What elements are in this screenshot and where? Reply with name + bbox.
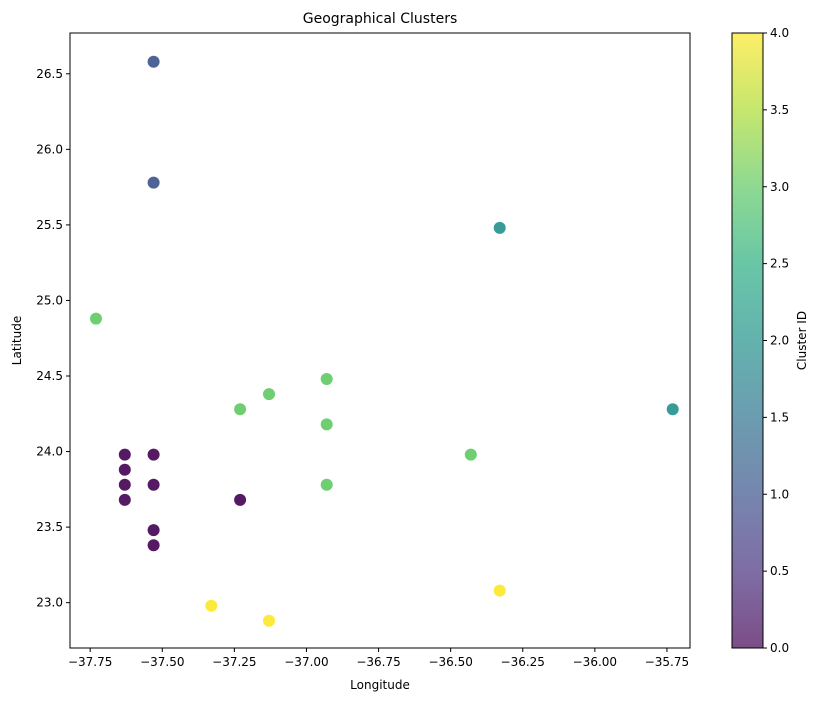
scatter-point: [147, 448, 160, 461]
colorbar-tick-label: 2.5: [770, 257, 789, 271]
colorbar-tick-label: 1.0: [770, 487, 789, 501]
chart-title: Geographical Clusters: [303, 11, 458, 27]
scatter-point: [464, 448, 477, 461]
x-tick-label: −37.50: [140, 655, 184, 669]
scatter-point: [205, 599, 218, 612]
scatter-point: [493, 221, 506, 234]
scatter-point: [118, 463, 131, 476]
y-tick-label: 25.5: [36, 218, 63, 232]
colorbar-tick-label: 2.0: [770, 334, 789, 348]
x-tick-label: −37.00: [284, 655, 328, 669]
x-axis: −37.75 −37.50 −37.25 −37.00 −36.75 −36.50 −36.…: [68, 648, 689, 669]
colorbar-tick-label: 3.5: [770, 103, 789, 117]
scatter-point: [147, 478, 160, 491]
points-layer: [90, 55, 679, 627]
y-axis-title: Latitude: [10, 316, 24, 365]
colorbar: [731, 32, 764, 649]
scatter-point: [320, 478, 333, 491]
scatter-point: [118, 448, 131, 461]
scatter-point: [147, 176, 160, 189]
plot-frame: [69, 32, 691, 649]
x-tick-label: −35.75: [645, 655, 689, 669]
scatter-point: [263, 614, 275, 627]
x-tick-label: −36.25: [501, 655, 545, 669]
scatter-point: [118, 493, 131, 506]
scatter-point: [90, 312, 102, 325]
y-tick-label: 26.5: [36, 67, 63, 81]
scatter-point: [147, 539, 160, 552]
scatter-point: [147, 524, 160, 537]
x-tick-label: −36.00: [573, 655, 617, 669]
scatter-point: [234, 493, 247, 506]
scatter-point: [666, 403, 679, 416]
colorbar-tick-label: 4.0: [770, 26, 789, 40]
colorbar-tick-label: 1.5: [770, 410, 789, 424]
y-tick-label: 26.0: [36, 142, 63, 156]
colorbar-axis: 0.0 0.5 1.0 1.5 2.0 2.5 3.0 3.5 4.0: [763, 26, 789, 655]
y-tick-label: 25.0: [36, 293, 63, 307]
x-tick-label: −36.50: [428, 655, 472, 669]
y-tick-label: 23.5: [36, 520, 63, 534]
scatter-point: [263, 388, 275, 401]
x-tick-label: −37.25: [212, 655, 256, 669]
scatter-point: [118, 478, 131, 491]
y-tick-label: 24.0: [36, 445, 63, 459]
colorbar-tick-label: 0.5: [770, 564, 789, 578]
scatter-point: [320, 373, 333, 385]
colorbar-title: Cluster ID: [795, 311, 809, 370]
x-axis-title: Longitude: [350, 678, 410, 692]
colorbar-tick-label: 0.0: [770, 641, 789, 655]
scatter-point: [234, 403, 247, 416]
y-axis: 23.0 23.5 24.0 24.5 25.0 25.5 26.0 26.5: [36, 67, 70, 610]
y-tick-label: 24.5: [36, 369, 63, 383]
x-tick-label: −37.75: [68, 655, 112, 669]
colorbar-tick-label: 3.0: [770, 180, 789, 194]
y-tick-label: 23.0: [36, 596, 63, 610]
x-tick-label: −36.75: [356, 655, 400, 669]
scatter-point: [320, 418, 333, 431]
scatter-point: [493, 584, 506, 597]
scatter-point: [147, 55, 160, 68]
